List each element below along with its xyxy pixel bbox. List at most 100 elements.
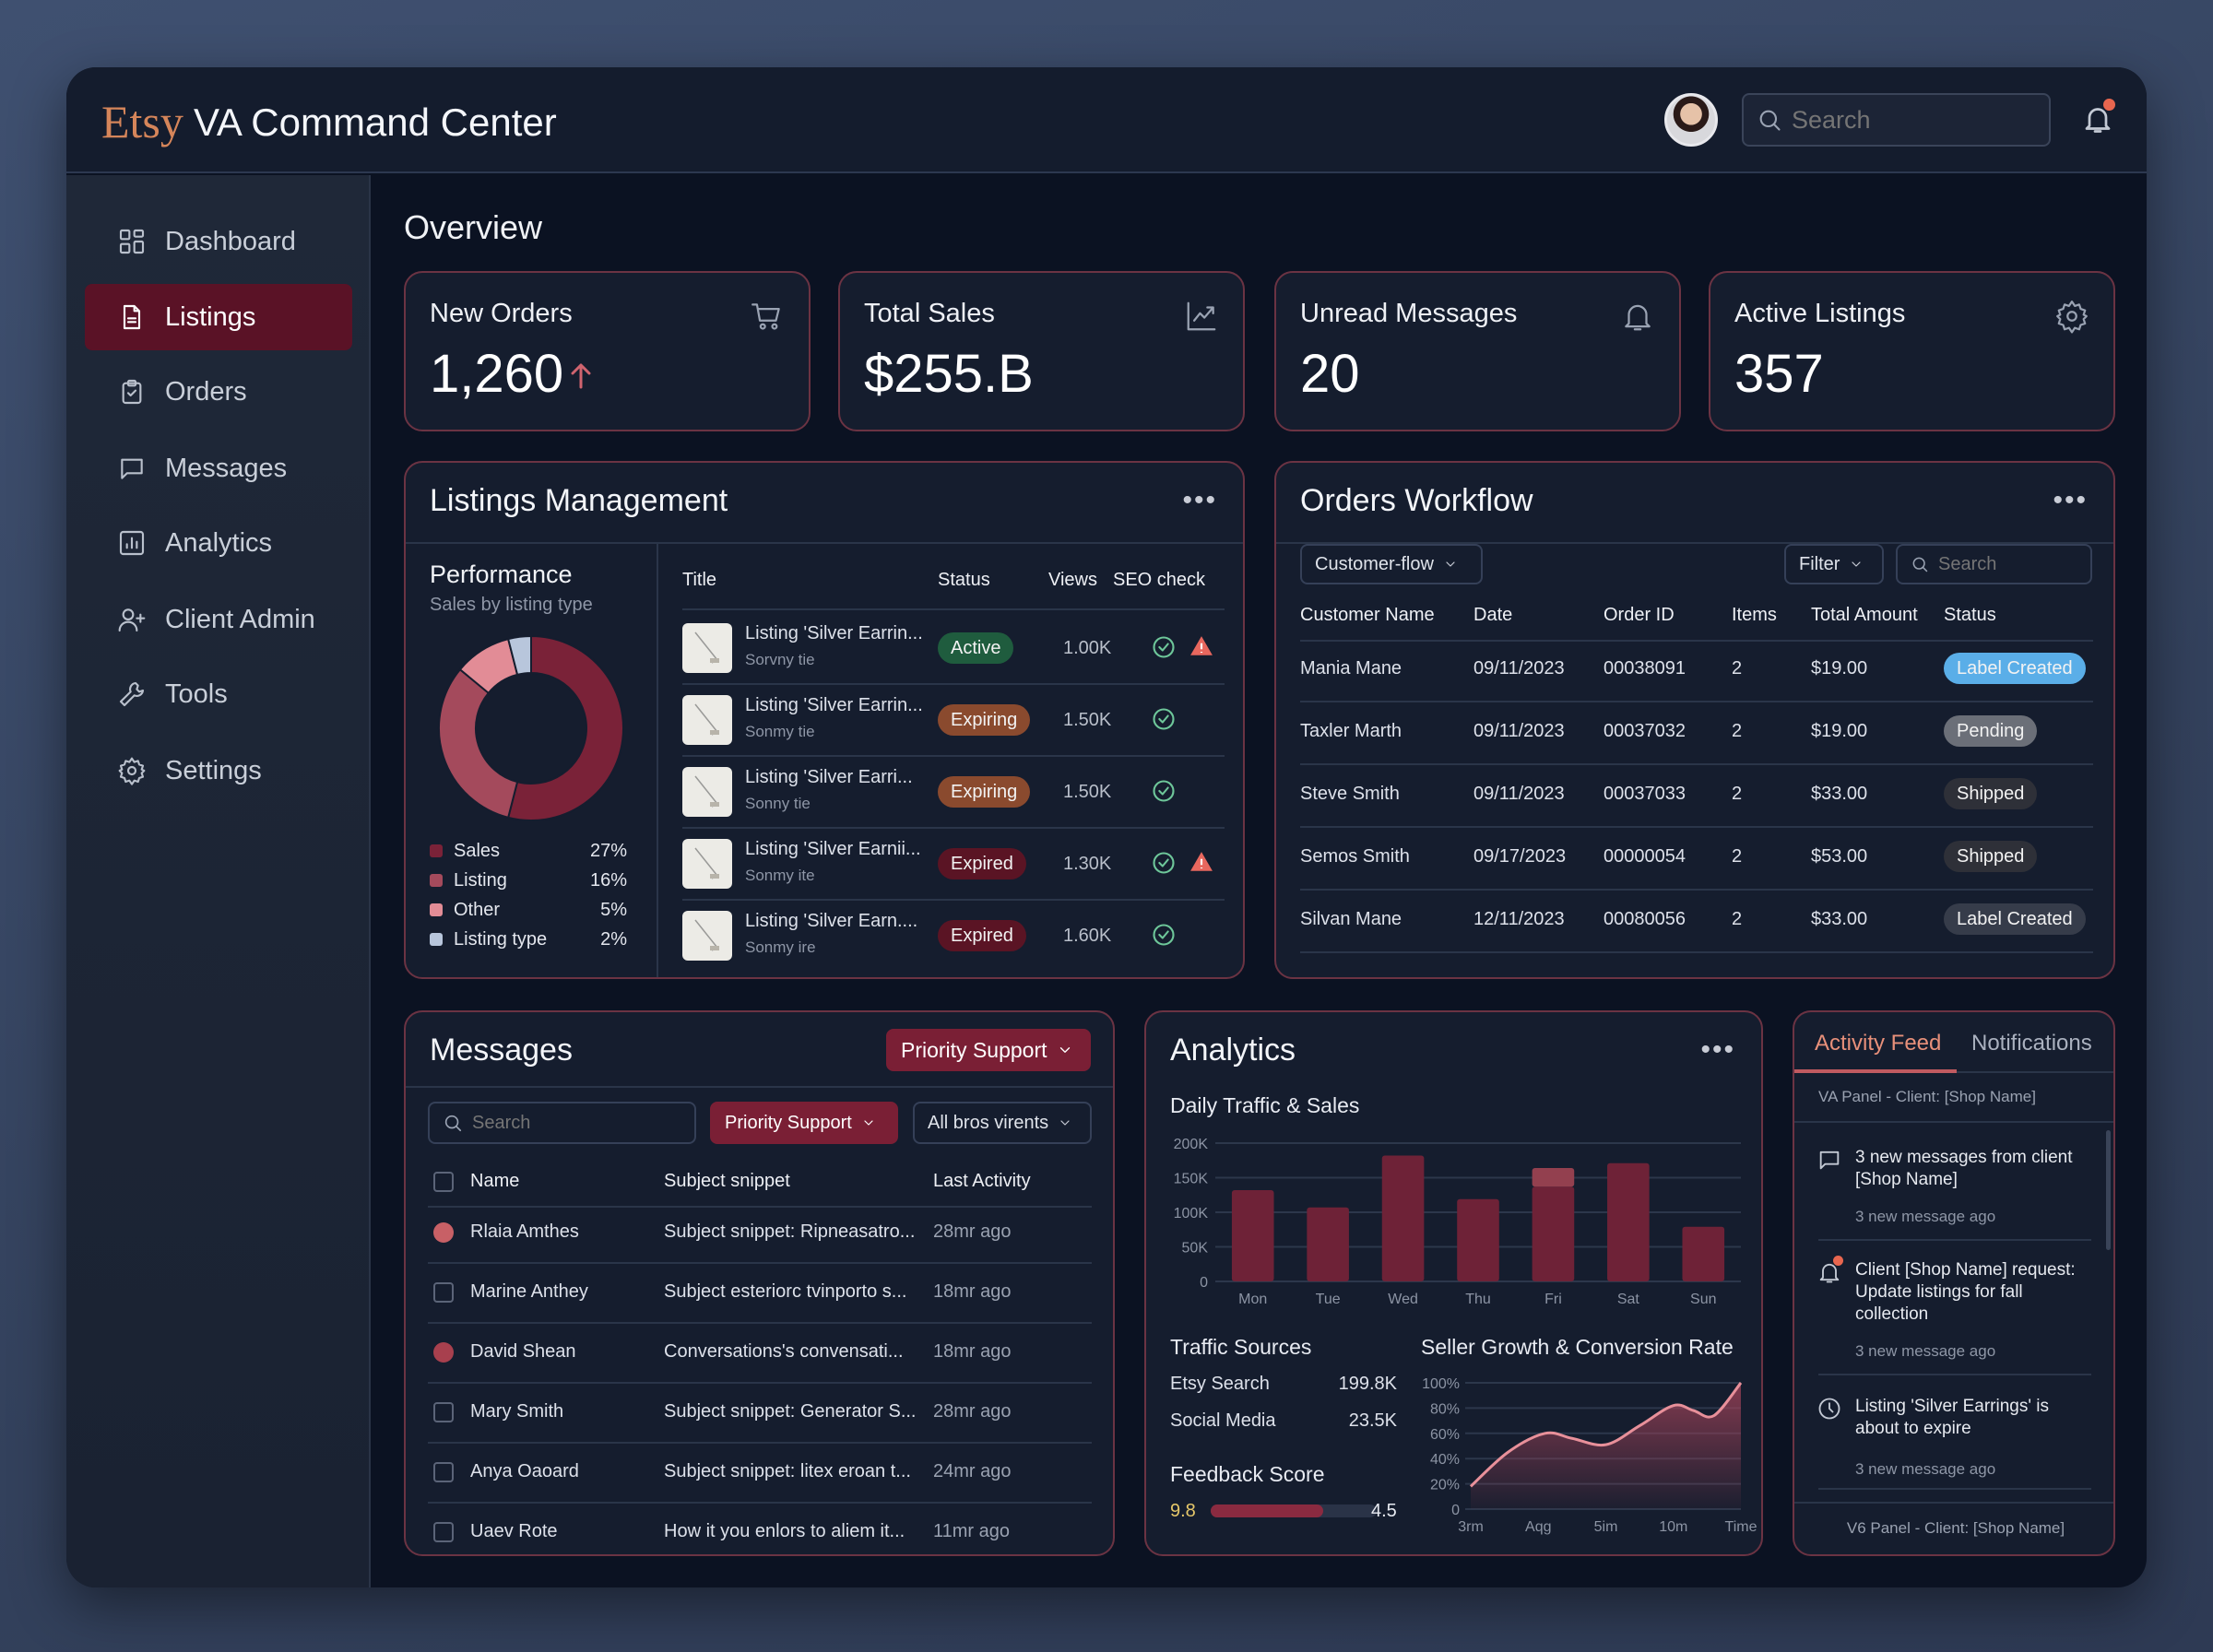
order-status-badge: Label Created — [1944, 903, 2086, 935]
listing-row[interactable]: Listing 'Silver Earn.... Sonmy ire Expired… — [406, 900, 1243, 972]
tab-activity-feed[interactable]: Activity Feed — [1815, 1031, 1942, 1056]
app-title: VA Command Center — [194, 100, 557, 144]
customer-flow-select[interactable]: Customer-flow — [1300, 544, 1483, 584]
trend-up-arrow-icon — [564, 360, 598, 397]
warning-icon — [1189, 850, 1213, 879]
message-row[interactable]: Marine Anthey Subject esteriorc tvinporto… — [406, 1263, 1113, 1323]
listing-row[interactable]: Listing 'Silver Earri... Sonny tie Expirin… — [406, 756, 1243, 828]
column-header: Order ID — [1604, 605, 1675, 625]
message-row[interactable]: Rlaia Amthes Subject snippet: Ripneasatro… — [406, 1203, 1113, 1263]
bar-thu — [1457, 1198, 1499, 1281]
bar-chart-title: Daily Traffic & Sales — [1170, 1093, 1360, 1117]
traffic-source-value: 23.5K — [1348, 1410, 1397, 1431]
listing-thumbnail — [682, 695, 732, 745]
more-options-button[interactable]: ••• — [1700, 1034, 1735, 1065]
user-avatar[interactable] — [1664, 93, 1718, 147]
y-tick-label: 20% — [1430, 1478, 1460, 1493]
sidebar-item-listings[interactable]: Listings — [85, 284, 352, 350]
row-checkbox[interactable] — [433, 1282, 454, 1303]
more-options-button[interactable]: ••• — [2053, 485, 2088, 515]
listing-subtitle: Sorvny tie — [745, 651, 815, 668]
tab-notifications[interactable]: Notifications — [1971, 1031, 2092, 1056]
sidebar-item-client-admin[interactable]: Client Admin — [85, 586, 352, 653]
sales-sparkline — [1074, 347, 1224, 407]
order-row[interactable]: Taxler Marth 09/11/2023 00037032 2 $19.00 Pen… — [1276, 701, 2113, 763]
donut-slice-listing — [438, 667, 519, 820]
x-tick-label: Fri — [1544, 1292, 1562, 1307]
message-row[interactable]: Uaev Rote How it you enlors to aliem it..… — [406, 1503, 1113, 1554]
message-row[interactable]: Mary Smith Subject snippet: Generator S..… — [406, 1383, 1113, 1443]
column-header: SEO check — [1113, 570, 1206, 590]
order-row[interactable]: Mania Mane 09/11/2023 00038091 2 $19.00 Label… — [1276, 638, 2113, 701]
listing-row[interactable]: Listing 'Silver Earrin... Sorvny tie Activ… — [406, 612, 1243, 684]
notification-dot — [1833, 1256, 1843, 1266]
listing-row[interactable]: Listing 'Silver Earrin... Sonmy tie Expiri… — [406, 684, 1243, 756]
y-tick-label: 0 — [1200, 1275, 1208, 1291]
column-header: Last Activity — [933, 1171, 1031, 1191]
sender-name: Uaev Rote — [470, 1521, 558, 1541]
sidebar-item-dashboard[interactable]: Dashboard — [85, 208, 352, 275]
divider — [428, 1442, 1092, 1444]
sidebar-item-tools[interactable]: Tools — [85, 661, 352, 727]
order-row[interactable]: Steve Smith 09/11/2023 00037033 2 $33.00 Ship… — [1276, 763, 2113, 826]
messages-panel: Messages Priority Support Priority Suppo… — [404, 1010, 1115, 1556]
more-options-button[interactable]: ••• — [1182, 485, 1217, 515]
notifications-button[interactable] — [2081, 99, 2115, 140]
header-search[interactable] — [1742, 93, 2051, 147]
filter-button[interactable]: Filter — [1784, 544, 1884, 584]
sidebar-item-analytics[interactable]: Analytics — [85, 510, 352, 576]
sidebar-item-settings[interactable]: Settings — [85, 738, 352, 804]
orders-search-input[interactable] — [1938, 553, 2077, 575]
order-row[interactable]: Silvan Mane 12/11/2023 00080056 2 $33.00 Labe… — [1276, 889, 2113, 951]
order-row[interactable]: Semos Smith 09/17/2023 00000054 2 $53.00 Ship… — [1276, 826, 2113, 889]
row-checkbox[interactable] — [433, 1522, 454, 1542]
message-row[interactable]: David Shean Conversations's convensati...… — [406, 1323, 1113, 1383]
icon-gear-icon — [117, 756, 147, 785]
order-id: 00037033 — [1604, 784, 1686, 804]
listing-thumbnail — [682, 839, 732, 889]
order-status-badge: Pending — [1944, 715, 2038, 747]
listing-thumbnail — [682, 623, 732, 673]
messages-search[interactable] — [428, 1102, 696, 1144]
customer-name: Semos Smith — [1300, 846, 1410, 867]
activity-item[interactable]: 3 new messages from client [Shop Name] 3 … — [1794, 1138, 2108, 1239]
listing-row[interactable]: Listing 'Silver Earnii... Sonmy ite Expire… — [406, 828, 1243, 900]
x-tick-label: Sun — [1690, 1292, 1716, 1307]
sender-name: Rlaia Amthes — [470, 1221, 579, 1242]
message-row[interactable]: Anya Oaoard Subject snippet: litex eroan … — [406, 1443, 1113, 1503]
listings-management-panel: Listings Management ••• Performance Sale… — [404, 461, 1245, 979]
order-id: 00080056 — [1604, 909, 1686, 929]
all-filter[interactable]: All bros virents — [913, 1102, 1092, 1144]
activity-header: VA Panel - Client: [Shop Name] — [1818, 1088, 2036, 1105]
sidebar-item-orders[interactable]: Orders — [85, 359, 352, 425]
scrollbar[interactable] — [2106, 1130, 2111, 1250]
seo-check-icon — [1151, 634, 1177, 665]
filter-label: Filter — [1799, 553, 1840, 574]
legend-label: Other — [454, 900, 501, 920]
donut-chart — [438, 634, 625, 821]
priority-support-dropdown[interactable]: Priority Support — [886, 1029, 1091, 1071]
row-checkbox[interactable] — [433, 1462, 454, 1482]
select-all-checkbox[interactable] — [433, 1172, 454, 1192]
header-search-input[interactable] — [1792, 105, 2013, 135]
legend-value: 2% — [600, 929, 627, 950]
order-total: $33.00 — [1811, 784, 1868, 804]
listing-views: 1.60K — [1063, 926, 1112, 946]
row-checkbox[interactable] — [433, 1402, 454, 1422]
y-tick-label: 200K — [1174, 1137, 1209, 1152]
order-status-badge: Label Created — [1944, 653, 2086, 684]
sidebar-item-messages[interactable]: Messages — [85, 435, 352, 502]
x-tick-label: Aqg — [1525, 1519, 1551, 1535]
activity-item[interactable]: Client [Shop Name] request: Update listi… — [1794, 1250, 2108, 1374]
performance-title: Performance — [430, 560, 573, 588]
priority-support-filter[interactable]: Priority Support — [710, 1102, 898, 1144]
unread-indicator — [433, 1342, 454, 1363]
traffic-source-label: Etsy Search — [1170, 1374, 1270, 1394]
last-activity: 18mr ago — [933, 1281, 1012, 1302]
search-icon — [443, 1113, 463, 1133]
orders-search[interactable] — [1896, 544, 2092, 584]
messages-search-input[interactable] — [472, 1112, 675, 1134]
search-icon — [1911, 555, 1929, 573]
traffic-source-label: Social Media — [1170, 1410, 1276, 1431]
activity-item[interactable]: Listing 'Silver Earrings' is about to ex… — [1794, 1386, 2108, 1488]
